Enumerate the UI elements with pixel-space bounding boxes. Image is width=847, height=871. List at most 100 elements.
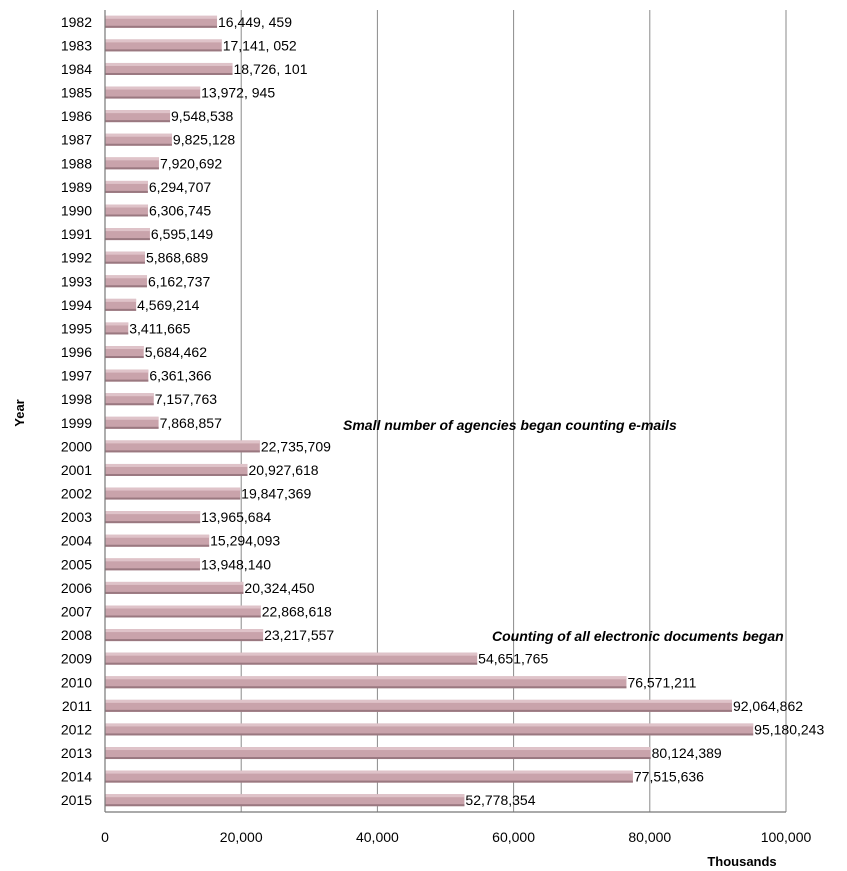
year-label-1998: 1998 (61, 391, 92, 407)
bar-2015 (105, 794, 464, 806)
data-label-1982: 16,449, 459 (218, 14, 292, 30)
year-label-1987: 1987 (61, 132, 92, 148)
bar-1992 (105, 252, 145, 264)
bar-2005 (105, 558, 200, 570)
year-label-2005: 2005 (61, 556, 92, 572)
data-label-2011: 92,064,862 (733, 698, 803, 714)
bar-1989 (105, 181, 148, 193)
bar-1995 (105, 322, 128, 334)
year-label-1999: 1999 (61, 415, 92, 431)
bar-2004 (105, 535, 209, 547)
year-label-1988: 1988 (61, 155, 92, 171)
bar-1984 (105, 63, 233, 75)
year-label-2013: 2013 (61, 745, 92, 761)
year-label-1994: 1994 (61, 297, 92, 313)
bar-1987 (105, 134, 172, 146)
data-label-1995: 3,411,665 (129, 320, 190, 336)
bar-2011 (105, 700, 732, 712)
bar-1988 (105, 157, 159, 169)
bar-2002 (105, 488, 240, 500)
year-label-1990: 1990 (61, 203, 92, 219)
x-tick-labels: 0 20,000 40,000 60,000 80,000 100,000 (101, 829, 811, 845)
year-label-1985: 1985 (61, 85, 92, 101)
data-label-1992: 5,868,689 (146, 250, 208, 266)
year-label-2008: 2008 (61, 627, 92, 643)
data-label-2015: 52,778,354 (465, 792, 535, 808)
bar-1994 (105, 299, 136, 311)
year-label-2002: 2002 (61, 486, 92, 502)
annotation-electronic-documents: Counting of all electronic documents beg… (492, 628, 784, 644)
bar-1990 (105, 205, 148, 217)
x-tick-label: 0 (101, 829, 109, 845)
x-axis-title: Thousands (707, 854, 776, 869)
bar-2012 (105, 723, 753, 735)
data-label-2005: 13,948,140 (201, 556, 271, 572)
year-label-2003: 2003 (61, 509, 92, 525)
year-label-1991: 1991 (61, 226, 92, 242)
data-label-2001: 20,927,618 (249, 462, 319, 478)
bar-1993 (105, 275, 147, 287)
year-label-1983: 1983 (61, 37, 92, 53)
bar-1991 (105, 228, 150, 240)
data-label-1986: 9,548,538 (171, 108, 233, 124)
annotation-emails: Small number of agencies began counting … (343, 417, 677, 433)
bar-2013 (105, 747, 651, 759)
year-label-2007: 2007 (61, 604, 92, 620)
data-label-1997: 6,361,366 (149, 368, 211, 384)
data-label-2008: 23,217,557 (264, 627, 334, 643)
data-label-2006: 20,324,450 (244, 580, 314, 596)
year-label-1982: 1982 (61, 14, 92, 30)
data-label-2013: 80,124,389 (652, 745, 722, 761)
axes (105, 10, 786, 812)
bar-1986 (105, 110, 170, 122)
data-label-1983: 17,141, 052 (223, 37, 297, 53)
bar-1999 (105, 417, 159, 429)
data-label-1994: 4,569,214 (137, 297, 199, 313)
bar-1982 (105, 16, 217, 28)
year-label-1986: 1986 (61, 108, 92, 124)
bar-2010 (105, 676, 626, 688)
bar-1997 (105, 370, 148, 382)
year-label-2000: 2000 (61, 438, 92, 454)
data-label-2004: 15,294,093 (210, 533, 280, 549)
data-label-2009: 54,651,765 (478, 651, 548, 667)
data-label-1993: 6,162,737 (148, 273, 210, 289)
year-label-1993: 1993 (61, 273, 92, 289)
data-label-2000: 22,735,709 (261, 438, 331, 454)
year-label-1996: 1996 (61, 344, 92, 360)
year-label-2010: 2010 (61, 674, 92, 690)
year-label-2015: 2015 (61, 792, 92, 808)
bar-2007 (105, 606, 261, 618)
bar-2003 (105, 511, 200, 523)
gridlines (241, 10, 786, 812)
data-labels: 16,449, 459 17,141, 052 18,726, 101 13,972,… (129, 14, 824, 808)
x-tick-label: 60,000 (492, 829, 535, 845)
x-tick-label: 40,000 (356, 829, 399, 845)
bar-2006 (105, 582, 243, 594)
bar-2009 (105, 653, 477, 665)
data-label-1989: 6,294,707 (149, 179, 211, 195)
data-label-1991: 6,595,149 (151, 226, 213, 242)
data-label-1999: 7,868,857 (160, 415, 222, 431)
year-label-1997: 1997 (61, 368, 92, 384)
year-label-2012: 2012 (61, 721, 92, 737)
bar-2008 (105, 629, 263, 641)
y-axis-title: Year (12, 399, 27, 426)
bar-2014 (105, 771, 633, 783)
bar-2000 (105, 440, 260, 452)
year-label-2004: 2004 (61, 533, 92, 549)
x-tick-label: 20,000 (220, 829, 263, 845)
year-label-1995: 1995 (61, 320, 92, 336)
data-label-1985: 13,972, 945 (201, 85, 275, 101)
year-label-1992: 1992 (61, 250, 92, 266)
data-label-2012: 95,180,243 (754, 721, 824, 737)
bar-1996 (105, 346, 144, 358)
data-label-1984: 18,726, 101 (234, 61, 308, 77)
bar-1983 (105, 39, 222, 51)
year-label-2006: 2006 (61, 580, 92, 596)
bar-2001 (105, 464, 248, 476)
y-tick-labels: 1982 1983 1984 1985 1986 1987 1988 1989 1990 1991… (61, 14, 92, 808)
bar-1998 (105, 393, 154, 405)
data-label-2014: 77,515,636 (634, 769, 704, 785)
x-tick-label: 80,000 (628, 829, 671, 845)
